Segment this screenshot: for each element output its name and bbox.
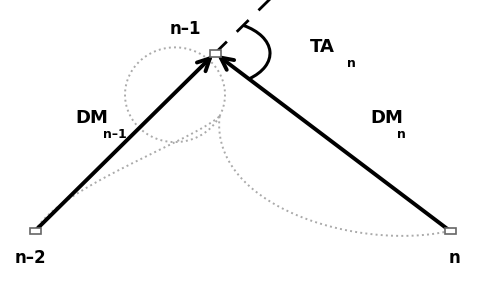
Text: n: n <box>348 57 356 70</box>
Bar <box>444 228 456 234</box>
Text: n: n <box>449 249 461 267</box>
Text: TA: TA <box>310 38 335 56</box>
Text: n–2: n–2 <box>14 249 46 267</box>
Text: n: n <box>398 128 406 141</box>
Bar <box>30 228 40 234</box>
Text: n–1: n–1 <box>102 128 126 141</box>
Bar <box>210 50 220 57</box>
Text: n–1: n–1 <box>169 20 201 38</box>
Text: DM: DM <box>75 110 108 127</box>
Text: DM: DM <box>370 110 403 127</box>
